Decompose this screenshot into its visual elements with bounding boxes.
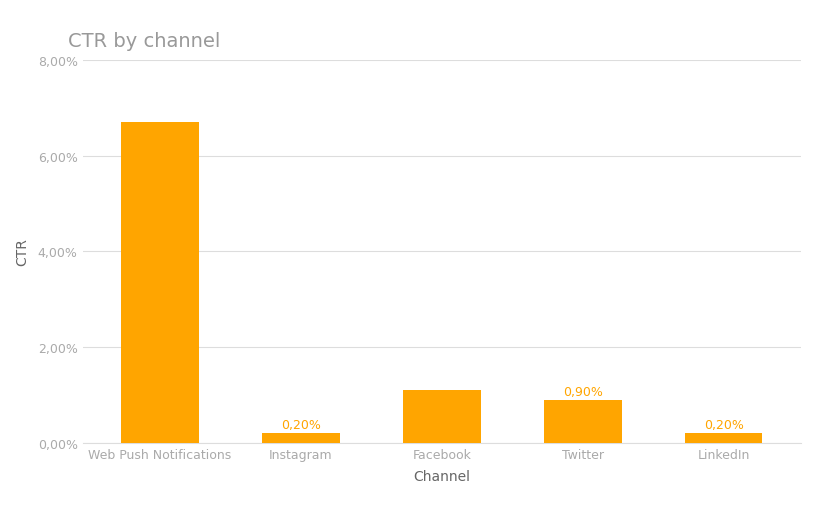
X-axis label: Channel: Channel: [413, 469, 471, 483]
Text: 0,20%: 0,20%: [704, 418, 743, 431]
Bar: [544, 400, 622, 443]
Y-axis label: CTR: CTR: [16, 238, 30, 266]
Bar: [403, 390, 481, 443]
Text: 0,90%: 0,90%: [563, 385, 603, 398]
Text: 1,10%: 1,10%: [422, 394, 462, 407]
Bar: [121, 123, 199, 443]
Text: CTR by channel: CTR by channel: [69, 32, 221, 51]
Bar: [263, 433, 339, 443]
Text: 6,70%: 6,70%: [140, 127, 180, 140]
Text: 0,20%: 0,20%: [281, 418, 321, 431]
Bar: [685, 433, 762, 443]
